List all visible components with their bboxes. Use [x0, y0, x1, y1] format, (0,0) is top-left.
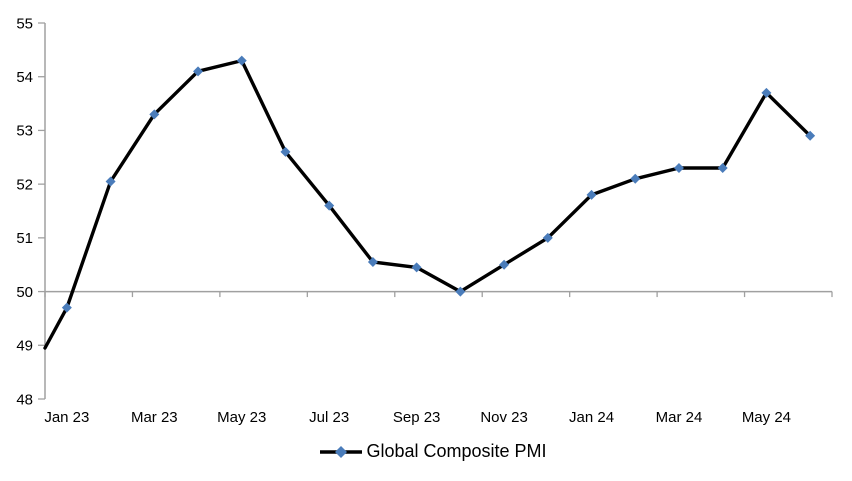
x-axis-label: Jan 24 — [569, 409, 614, 426]
x-axis-label: May 24 — [742, 409, 791, 426]
data-point-marker — [630, 173, 641, 184]
x-axis-label: Jan 23 — [44, 409, 89, 426]
data-point-marker — [499, 259, 510, 270]
x-axis-label: Sep 23 — [393, 409, 441, 426]
y-axis-label: 52 — [16, 176, 33, 193]
y-axis-label: 54 — [16, 69, 33, 86]
data-point-marker — [193, 66, 204, 77]
data-point-marker — [455, 286, 466, 297]
data-point-marker — [805, 130, 816, 141]
x-axis-label: Mar 24 — [656, 409, 703, 426]
data-point-marker — [280, 146, 291, 157]
data-point-marker — [411, 262, 422, 273]
y-axis-label: 53 — [16, 123, 33, 140]
data-point-marker — [717, 163, 728, 174]
x-axis-label: Jul 23 — [309, 409, 349, 426]
chart-legend: Global Composite PMI — [0, 441, 852, 462]
data-point-marker — [761, 87, 772, 98]
data-point-marker — [367, 257, 378, 268]
series-line — [43, 58, 812, 350]
x-axis-label: Nov 23 — [480, 409, 528, 426]
x-axis-label: May 23 — [217, 409, 266, 426]
data-point-marker — [149, 109, 160, 120]
data-point-marker — [105, 176, 116, 187]
y-axis-label: 55 — [16, 15, 33, 32]
y-axis-label: 50 — [16, 284, 33, 301]
data-point-marker — [673, 163, 684, 174]
y-axis-label: 51 — [16, 230, 33, 247]
legend-label: Global Composite PMI — [366, 441, 547, 461]
data-point-marker — [324, 200, 335, 211]
data-point-marker — [61, 302, 72, 313]
data-point-marker — [236, 55, 247, 66]
legend-line-marker-icon — [320, 445, 363, 458]
data-point-marker — [542, 232, 553, 243]
y-axis-label: 49 — [16, 338, 33, 355]
x-axis-label: Mar 23 — [131, 409, 178, 426]
y-axis-label: 48 — [16, 391, 33, 408]
data-point-marker — [586, 189, 597, 200]
